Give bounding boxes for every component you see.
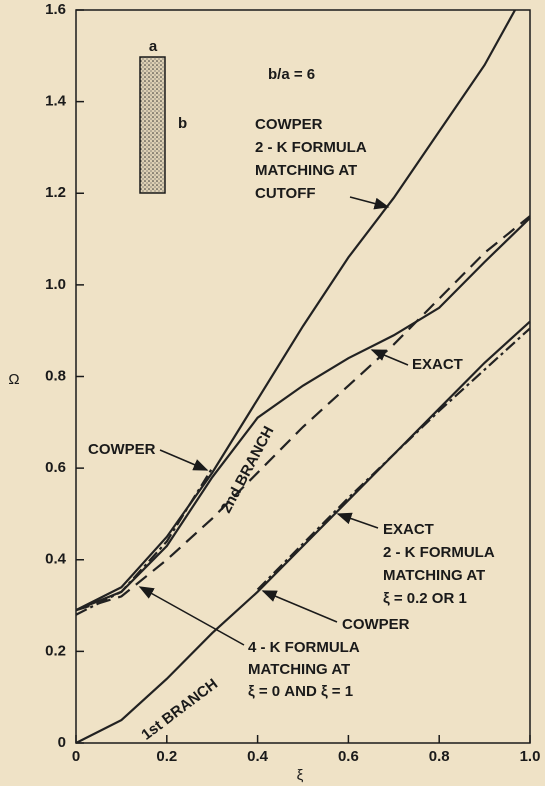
annotation: COWPER	[255, 116, 323, 133]
annotation-arrow	[370, 349, 409, 366]
annotation: b	[178, 115, 187, 132]
annotation: ξ = 0 AND ξ = 1	[248, 683, 353, 700]
annotation: 1st BRANCH	[138, 675, 221, 743]
annotation: MATCHING AT	[383, 567, 485, 584]
y-tick-label: 1.4	[45, 93, 67, 110]
y-axis-label: Ω	[8, 371, 19, 388]
annotation-arrow	[138, 586, 245, 646]
annotation: EXACT	[383, 521, 434, 538]
annotation-arrow	[261, 590, 338, 623]
annotation: b/a = 6	[268, 66, 315, 83]
curve	[256, 327, 531, 591]
annotation-arrow	[349, 196, 390, 210]
curve	[75, 467, 214, 616]
annotation: 2 - K FORMULA	[383, 544, 495, 561]
x-tick-label: 1.0	[520, 748, 541, 765]
x-axis-label: ξ	[297, 767, 304, 784]
annotation: a	[149, 38, 158, 55]
annotation: EXACT	[412, 356, 463, 373]
annotation: COWPER	[342, 616, 410, 633]
beam-section	[139, 56, 166, 194]
x-tick-label: 0.8	[429, 748, 450, 765]
annotation: CUTOFF	[255, 185, 316, 202]
curve	[75, 9, 516, 612]
x-tick-label: 0.2	[156, 748, 177, 765]
y-tick-label: 1.0	[45, 276, 66, 293]
curve	[75, 215, 531, 612]
y-tick-label: 0.4	[45, 551, 67, 568]
y-tick-label: 0.6	[45, 459, 66, 476]
curve	[75, 217, 531, 612]
y-tick-label: 0	[58, 734, 66, 751]
annotation: MATCHING AT	[248, 661, 350, 678]
y-tick-label: 0.8	[45, 367, 66, 384]
annotation: MATCHING AT	[255, 162, 357, 179]
annotation: ξ = 0.2 OR 1	[383, 590, 467, 607]
annotation-arrow	[159, 449, 209, 471]
curve	[75, 320, 531, 744]
y-tick-label: 0.2	[45, 642, 66, 659]
y-tick-label: 1.6	[45, 1, 66, 18]
annotation: 2nd BRANCH	[218, 423, 278, 516]
x-tick-label: 0.4	[247, 748, 269, 765]
annotation: COWPER	[88, 441, 156, 458]
x-tick-label: 0.6	[338, 748, 359, 765]
x-tick-label: 0	[72, 748, 80, 765]
annotation-arrow	[336, 512, 379, 529]
annotation: 4 - K FORMULA	[248, 639, 360, 656]
annotation: 2 - K FORMULA	[255, 139, 367, 156]
y-tick-label: 1.2	[45, 184, 66, 201]
